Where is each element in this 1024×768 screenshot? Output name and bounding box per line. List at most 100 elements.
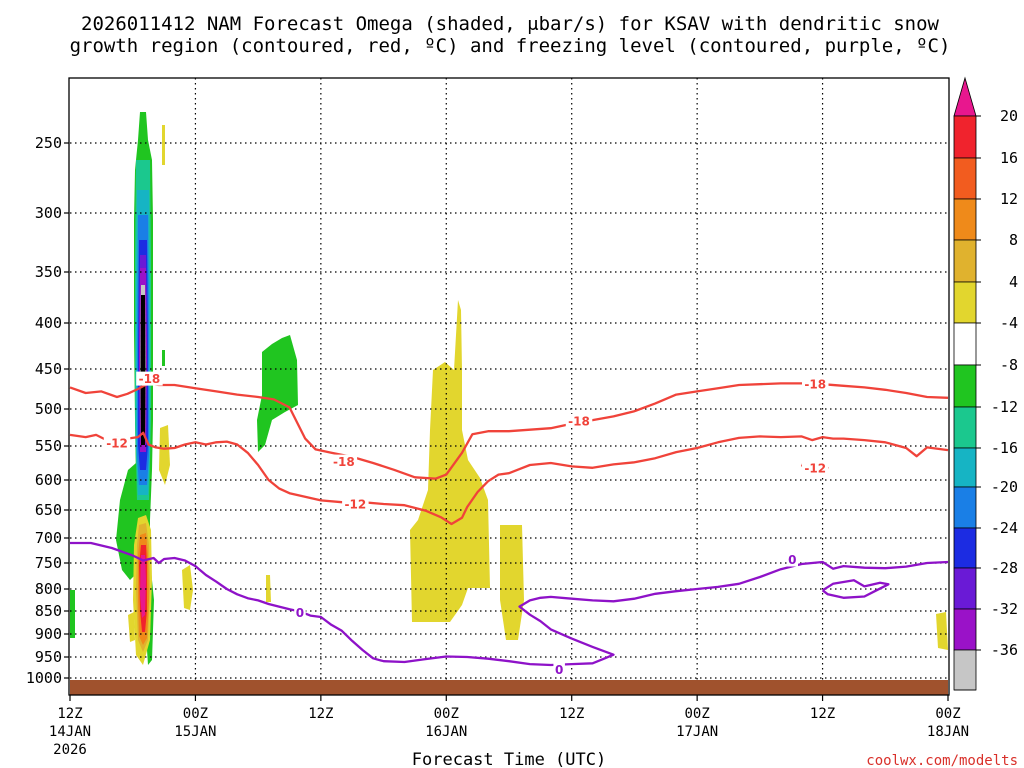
contour-label-bg-8 bbox=[553, 662, 565, 677]
y-tick-label-700: 700 bbox=[35, 529, 62, 547]
colorbar-label-10: -24 bbox=[991, 519, 1018, 537]
colorbar-swatch-12 bbox=[953, 567, 977, 610]
grid-lines bbox=[70, 78, 948, 680]
y-tick-label-800: 800 bbox=[35, 580, 62, 598]
omega-pink-low-core bbox=[140, 555, 146, 618]
colorbar-swatch-11 bbox=[953, 527, 977, 569]
chart-title-line-1: 2026011412 NAM Forecast Omega (shaded, μ… bbox=[81, 13, 939, 35]
x-tick-label-7: 00Z bbox=[935, 706, 960, 722]
colorbar-label-11: -28 bbox=[991, 559, 1018, 577]
colorbar-label-6: -8 bbox=[1000, 356, 1018, 374]
x-tick-label-0: 12Z bbox=[57, 706, 82, 722]
omega-green-small-blob bbox=[162, 350, 165, 366]
contour-label-1: -12 bbox=[106, 437, 128, 451]
omega-green-mid-blob bbox=[257, 335, 298, 452]
colorbar-label-13: -36 bbox=[991, 641, 1018, 659]
colorbar-swatch-4 bbox=[953, 239, 977, 283]
omega-yellow-upper-sliver bbox=[162, 125, 165, 165]
colorbar-swatch-14 bbox=[953, 649, 977, 691]
x-tick-date-0: 14JAN bbox=[49, 724, 91, 740]
y-tick-label-750: 750 bbox=[35, 554, 62, 572]
colorbar-swatch-10 bbox=[953, 486, 977, 529]
omega-yellow-plume-right bbox=[500, 525, 524, 640]
contour-labels: -18 -12 -18 -12 -18 -18 -12 0 0 0 bbox=[103, 371, 829, 677]
y-tick-label-1000: 1000 bbox=[26, 669, 62, 687]
contour-label-bg-1 bbox=[103, 436, 131, 451]
colorbar-swatch-1 bbox=[953, 115, 977, 159]
omega-green-side-edge bbox=[70, 590, 75, 638]
x-tick-label-1: 00Z bbox=[183, 706, 208, 722]
x-axis-label: Forecast Time (UTC) bbox=[412, 750, 606, 768]
contour-label-8: 0 bbox=[555, 663, 563, 677]
colorbar-swatch-0 bbox=[953, 76, 977, 117]
x-tick-date-3: 16JAN bbox=[425, 724, 467, 740]
omega-yellow-low-blob-b bbox=[266, 575, 271, 602]
x-tick-label-3: 00Z bbox=[434, 706, 459, 722]
y-tick-label-250: 250 bbox=[35, 134, 62, 152]
y-tick-label-300: 300 bbox=[35, 204, 62, 222]
colorbar-label-5: -4 bbox=[1000, 314, 1018, 332]
y-tick-label-350: 350 bbox=[35, 263, 62, 281]
y-tick-label-600: 600 bbox=[35, 471, 62, 489]
credit-link[interactable]: coolwx.com/modelts bbox=[866, 753, 1018, 768]
colorbar-label-1: 16 bbox=[1000, 149, 1018, 167]
contour-label-0: -18 bbox=[139, 372, 161, 386]
colorbar-label-4: 4 bbox=[1009, 273, 1018, 291]
y-tick-label-650: 650 bbox=[35, 501, 62, 519]
omega-black-core bbox=[140, 295, 146, 445]
colorbar-swatch-3 bbox=[953, 198, 977, 241]
isotherm-contours bbox=[69, 382, 949, 667]
omega-colorbar: 20 16 12 8 4 -4 -8 -12 -16 -20 -24 -28 -32 -36 bbox=[953, 76, 1018, 691]
contour-line-4 bbox=[821, 579, 890, 599]
contour-label-9: 0 bbox=[788, 553, 796, 567]
colorbar-swatch-13 bbox=[953, 608, 977, 651]
y-tick-label-500: 500 bbox=[35, 400, 62, 418]
x-tick-label-6: 12Z bbox=[810, 706, 835, 722]
x-axis-ticks: 12Z 14JAN 2026 00Z 15JAN 12Z 00Z 16JAN 12Z 00Z 17J… bbox=[49, 695, 969, 758]
colorbar-label-2: 12 bbox=[1000, 190, 1018, 208]
colorbar-label-9: -20 bbox=[991, 478, 1018, 496]
x-tick-label-4: 12Z bbox=[559, 706, 584, 722]
contour-line-1 bbox=[69, 431, 949, 526]
x-tick-label-2: 12Z bbox=[308, 706, 333, 722]
y-tick-label-950: 950 bbox=[35, 648, 62, 666]
colorbar-label-8: -16 bbox=[991, 439, 1018, 457]
y-tick-label-850: 850 bbox=[35, 602, 62, 620]
colorbar-label-3: 8 bbox=[1009, 231, 1018, 249]
contour-label-5: -18 bbox=[804, 378, 826, 392]
x-tick-year-0: 2026 bbox=[53, 742, 87, 758]
contour-label-7: 0 bbox=[296, 606, 304, 620]
colorbar-swatch-6 bbox=[953, 322, 977, 366]
contour-label-bg-9 bbox=[786, 552, 799, 567]
y-axis-ticks: 250 300 350 400 450 500 550 600 650 700 750 800 850 9… bbox=[26, 134, 69, 687]
colorbar-swatch-7 bbox=[953, 364, 977, 408]
contour-label-bg-7 bbox=[294, 605, 306, 620]
colorbar-swatch-8 bbox=[953, 406, 977, 449]
omega-yellow-side-blob bbox=[128, 612, 135, 642]
omega-yellow-low-blob-a bbox=[182, 565, 193, 610]
omega-shading bbox=[70, 112, 948, 665]
contour-label-3: -12 bbox=[345, 498, 367, 512]
contour-label-bg-6 bbox=[802, 460, 829, 475]
contour-label-2: -18 bbox=[333, 455, 355, 469]
y-tick-label-400: 400 bbox=[35, 314, 62, 332]
plot-frame bbox=[68, 77, 950, 696]
x-tick-label-5: 00Z bbox=[684, 706, 709, 722]
y-tick-label-550: 550 bbox=[35, 437, 62, 455]
colorbar-swatch-9 bbox=[953, 447, 977, 488]
x-tick-date-7: 18JAN bbox=[927, 724, 969, 740]
x-tick-date-1: 15JAN bbox=[174, 724, 216, 740]
colorbar-label-0: 20 bbox=[1000, 107, 1018, 125]
contour-label-bg-4 bbox=[565, 413, 593, 428]
contour-label-4: -18 bbox=[568, 414, 590, 428]
ground-surface-strip bbox=[70, 680, 948, 695]
colorbar-label-7: -12 bbox=[991, 398, 1018, 416]
chart-title-line-2: growth region (contoured, red, ºC) and f… bbox=[70, 35, 951, 57]
x-tick-date-5: 17JAN bbox=[676, 724, 718, 740]
contour-label-6: -12 bbox=[804, 461, 826, 475]
y-tick-label-900: 900 bbox=[35, 625, 62, 643]
y-tick-label-450: 450 bbox=[35, 360, 62, 378]
colorbar-swatch-2 bbox=[953, 157, 977, 200]
contour-line-2 bbox=[70, 541, 949, 667]
